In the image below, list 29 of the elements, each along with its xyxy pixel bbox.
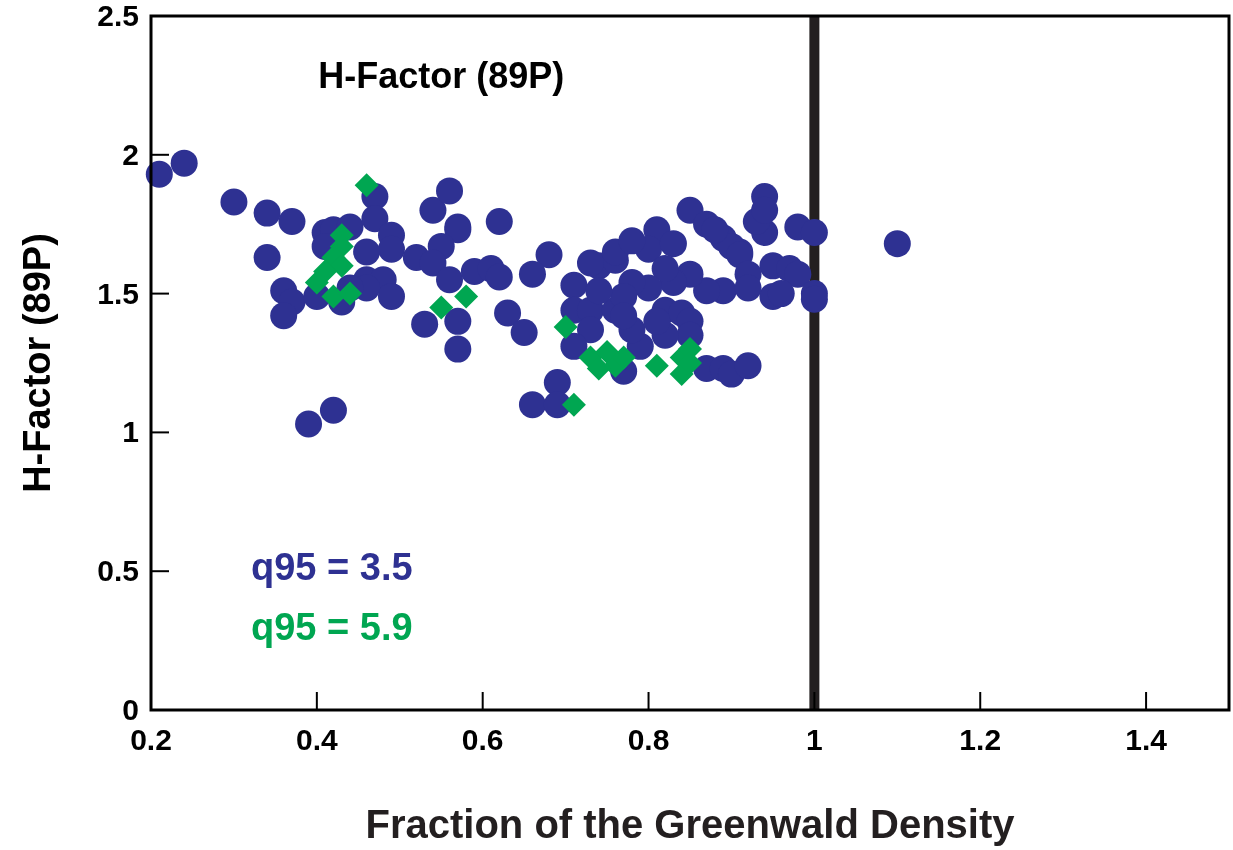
y-tick-label: 0 <box>122 693 139 726</box>
x-tick-label: 1.4 <box>1125 723 1168 756</box>
text: q95 = 5.9 <box>251 606 413 648</box>
point <box>561 392 586 417</box>
y-axis-title: H-Factor (89P) <box>16 233 58 493</box>
x-tick-label: 0.2 <box>130 723 172 756</box>
x-tick-label: 1 <box>806 723 823 756</box>
point <box>586 356 611 381</box>
point <box>553 314 578 339</box>
point <box>338 281 363 306</box>
x-tick-label: 0.8 <box>627 723 670 756</box>
y-tick-label: 2.5 <box>97 0 139 32</box>
y-tick-label: 1 <box>122 415 139 449</box>
point <box>595 339 620 364</box>
point <box>304 270 329 295</box>
text: q95 = 3.5 <box>251 546 413 588</box>
y-tick-label: 1.5 <box>97 276 139 310</box>
x-tick-label: 1.2 <box>959 723 1002 756</box>
point <box>429 295 454 320</box>
point <box>354 173 379 198</box>
point <box>321 284 346 309</box>
x-axis-title: Fraction of the Greenwald Density <box>365 802 1016 846</box>
point <box>454 284 479 309</box>
x-tick-label: 0.4 <box>295 723 339 756</box>
y-tick-label: 2 <box>122 137 139 171</box>
point <box>644 353 669 378</box>
text: H-Factor (89P) <box>318 55 565 96</box>
y-tick-label: 0.5 <box>97 554 139 588</box>
x-tick-label: 0.6 <box>461 723 504 756</box>
